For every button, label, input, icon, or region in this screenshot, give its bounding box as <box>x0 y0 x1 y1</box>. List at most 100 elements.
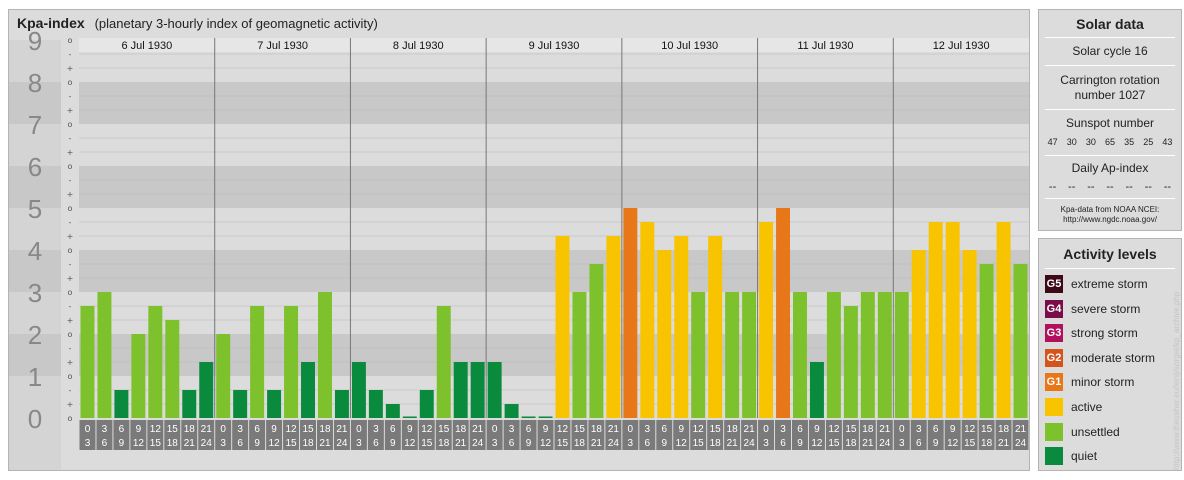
day-header-strip <box>79 38 1029 52</box>
legend-item: unsettled <box>1045 422 1120 442</box>
hour-label-start: 0 <box>356 424 362 435</box>
y-subtick-label: - <box>69 386 72 395</box>
hour-label-box <box>893 420 910 450</box>
kp-bar <box>962 250 977 418</box>
hour-label-end: 9 <box>661 438 667 449</box>
sunspot-value: 43 <box>1162 137 1173 147</box>
kp-bar <box>419 389 434 418</box>
hour-label-end: 3 <box>763 438 769 449</box>
legend-item: G2 moderate storm <box>1045 348 1155 368</box>
ap-label: Daily Ap-index <box>1071 161 1149 175</box>
y-subtick-label: - <box>69 134 72 143</box>
hour-label-box <box>995 420 1012 450</box>
legend-label: active <box>1071 400 1103 414</box>
hour-label-end: 3 <box>628 438 634 449</box>
y-subtick-label: + <box>67 232 74 241</box>
y-tick-label: 9 <box>28 26 42 56</box>
day-label: 12 Jul 1930 <box>933 40 990 52</box>
level-band <box>79 208 1029 250</box>
y-axis-band <box>9 334 61 376</box>
hour-label-end: 24 <box>336 438 348 449</box>
hour-label-box <box>758 420 775 450</box>
hour-label-start: 18 <box>319 424 331 435</box>
y-subtick-label: o <box>68 162 73 171</box>
y-tick-label: 7 <box>28 110 42 140</box>
sunspot-values: 47 30 30 65 35 25 43 <box>1043 137 1177 147</box>
hour-label-start: 21 <box>472 424 484 435</box>
hour-label-start: 9 <box>407 424 413 435</box>
kp-bar <box>911 250 926 418</box>
hour-label-end: 6 <box>916 438 922 449</box>
hour-label-start: 0 <box>85 424 91 435</box>
carrington-line-2: number 1027 <box>1074 88 1146 102</box>
hour-label-box <box>283 420 300 450</box>
hour-label-start: 6 <box>797 424 803 435</box>
hour-label-end: 21 <box>319 438 331 449</box>
hour-label-end: 24 <box>879 438 891 449</box>
hour-label-end: 6 <box>780 438 786 449</box>
y-subtick-label: o <box>68 372 73 381</box>
kp-bar <box>945 221 960 418</box>
kp-bar <box>402 416 417 418</box>
sunspot-value: 65 <box>1104 137 1115 147</box>
hour-label-end: 9 <box>933 438 939 449</box>
hour-label-end: 18 <box>302 438 314 449</box>
hour-label-start: 18 <box>184 424 196 435</box>
hour-label-end: 21 <box>184 438 196 449</box>
hour-label-start: 3 <box>102 424 108 435</box>
legend-item: G3 strong storm <box>1045 323 1138 343</box>
hour-label-box <box>333 420 350 450</box>
hour-label-box <box>401 420 418 450</box>
y-axis-band <box>9 124 61 166</box>
kp-bar <box>250 305 265 418</box>
hour-label-end: 24 <box>201 438 213 449</box>
hour-label-box <box>910 420 927 450</box>
hour-label-end: 9 <box>797 438 803 449</box>
hour-label-start: 21 <box>879 424 891 435</box>
hour-label-end: 24 <box>1015 438 1027 449</box>
hour-label-start: 12 <box>421 424 433 435</box>
hour-label-start: 3 <box>645 424 651 435</box>
hour-label-box <box>588 420 605 450</box>
ap-value: -- <box>1087 181 1095 193</box>
hour-label-start: 15 <box>845 424 857 435</box>
divider <box>1045 109 1175 110</box>
hour-label-end: 6 <box>645 438 651 449</box>
solar-data-panel: Solar data Solar cycle 16 Carrington rot… <box>1038 9 1182 231</box>
hour-label-box <box>656 420 673 450</box>
legend-swatch: G5 <box>1045 275 1063 293</box>
hour-label-box <box>435 420 452 450</box>
hour-label-end: 18 <box>438 438 450 449</box>
hour-label-end: 24 <box>472 438 484 449</box>
y-subtick-label: - <box>69 344 72 353</box>
hour-label-end: 18 <box>710 438 722 449</box>
legend-label: extreme storm <box>1071 277 1148 291</box>
y-tick-label: 0 <box>28 404 42 434</box>
hour-label-end: 9 <box>390 438 396 449</box>
hour-label-end: 15 <box>964 438 976 449</box>
kp-bar <box>233 389 248 418</box>
hour-label-end: 15 <box>828 438 840 449</box>
day-label: 11 Jul 1930 <box>797 40 853 52</box>
hour-label-end: 6 <box>237 438 243 449</box>
hour-label-start: 21 <box>608 424 620 435</box>
hour-label-end: 12 <box>540 438 552 449</box>
y-subtick-label: o <box>68 288 73 297</box>
kp-bar <box>1013 263 1028 418</box>
kp-bar <box>504 404 519 418</box>
hour-label-start: 6 <box>933 424 939 435</box>
y-subtick-label: + <box>67 400 74 409</box>
hour-label-start: 15 <box>710 424 722 435</box>
hour-label-box <box>215 420 232 450</box>
hour-label-start: 3 <box>780 424 786 435</box>
hour-label-box <box>486 420 503 450</box>
activity-levels-panel: Activity levels G5 extreme storm G4 severe … <box>1038 238 1182 471</box>
kp-bar <box>860 292 875 418</box>
hour-label-box <box>690 420 707 450</box>
legend-swatch: G1 <box>1045 373 1063 392</box>
ap-value: -- <box>1106 181 1114 193</box>
y-subtick-label: o <box>68 120 73 129</box>
chart-title-row: Kpa-index (planetary 3-hourly index of g… <box>17 15 378 31</box>
kp-bar <box>640 221 655 418</box>
hour-label-box <box>1012 420 1029 450</box>
